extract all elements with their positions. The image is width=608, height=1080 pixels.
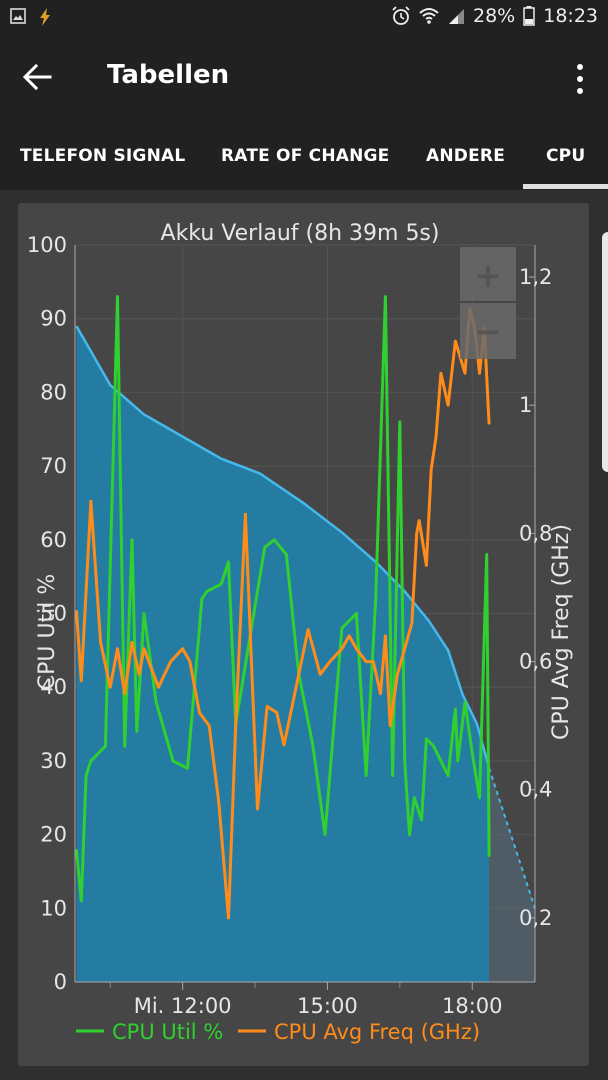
- more-options-icon[interactable]: [574, 62, 586, 96]
- battery-icon: [523, 6, 535, 26]
- series-lines: [74, 295, 491, 920]
- tab-andere[interactable]: ANDERE: [426, 146, 506, 166]
- flash-notification-icon: [40, 8, 50, 26]
- y-left-tick-label: 50: [40, 602, 67, 626]
- gallery-notification-icon: [10, 8, 26, 24]
- chart-title: Akku Verlauf (8h 39m 5s): [161, 221, 440, 246]
- tab-telefon-signal[interactable]: TELEFON SIGNAL: [20, 146, 186, 166]
- battery-area-fill: [76, 326, 490, 982]
- page-title: Tabellen: [107, 60, 230, 90]
- legend: CPU Util % CPU Avg Freq (GHz): [76, 1020, 480, 1044]
- y-axis-left-title: CPU Util %: [35, 574, 60, 691]
- chart-axes: [74, 245, 536, 990]
- x-tick-label: 18:00: [442, 994, 503, 1018]
- side-panel-handle[interactable]: [602, 232, 608, 472]
- cpu-freq-line: [74, 307, 491, 920]
- zoom-out-label: −: [474, 312, 503, 352]
- y-left-tick-label: 40: [40, 675, 67, 699]
- y-left-tick-label: 70: [40, 454, 67, 478]
- y-left-tick-label: 80: [40, 380, 67, 404]
- y-axis-right-title: CPU Avg Freq (GHz): [549, 524, 574, 740]
- alarm-icon: [392, 6, 410, 25]
- x-tick-label: Mi. 12:00: [134, 994, 232, 1018]
- signal-icon: [449, 9, 464, 24]
- zoom-in-label: +: [474, 256, 503, 296]
- battery-projection-fill: [489, 768, 535, 982]
- y-left-tick-label: 100: [27, 233, 67, 257]
- y-left-tick-label: 60: [40, 528, 67, 552]
- tab-bar: TELEFON SIGNAL RATE OF CHANGE ANDERE CPU: [0, 120, 608, 190]
- back-arrow-icon[interactable]: [20, 60, 54, 94]
- zoom-in-button[interactable]: +: [460, 247, 516, 301]
- zoom-out-button[interactable]: −: [460, 303, 516, 359]
- y-left-tick-label: 0: [54, 970, 67, 994]
- status-bar: 28% 18:23: [0, 0, 608, 36]
- clock: 18:23: [543, 5, 598, 27]
- y-right-tick-label: 0,8: [519, 521, 552, 545]
- app-bar: Tabellen: [0, 36, 608, 120]
- legend-cpu-freq-label: CPU Avg Freq (GHz): [274, 1020, 480, 1044]
- y-right-tick-label: 0,2: [519, 906, 552, 930]
- x-tick-label: 15:00: [297, 994, 358, 1018]
- y-left-tick-label: 90: [40, 307, 67, 331]
- tab-rate-of-change[interactable]: RATE OF CHANGE: [221, 146, 390, 166]
- battery-percent: 28%: [473, 5, 516, 27]
- chart-labels: 0 10 20 30 40 50 60 70 80 90 100 0,2 0,4 0,6 0,8 1 1,2 Mi…: [27, 233, 553, 1018]
- active-tab-indicator: [523, 184, 608, 189]
- y-left-tick-label: 30: [40, 749, 67, 773]
- battery-line: [75, 325, 491, 769]
- y-right-tick-label: 0,4: [519, 778, 552, 802]
- battery-area: [75, 325, 536, 982]
- y-right-tick-label: 1,2: [519, 265, 552, 289]
- battery-projection-line: [488, 767, 536, 909]
- tab-cpu[interactable]: CPU: [546, 146, 586, 166]
- y-right-tick-label: 0,6: [519, 650, 552, 674]
- legend-cpu-util-label: CPU Util %: [112, 1020, 223, 1044]
- y-right-tick-label: 1: [519, 393, 532, 417]
- cpu-util-line: [74, 295, 491, 903]
- y-left-tick-label: 20: [40, 823, 67, 847]
- y-left-tick-label: 10: [40, 896, 67, 920]
- wifi-icon: [419, 8, 439, 24]
